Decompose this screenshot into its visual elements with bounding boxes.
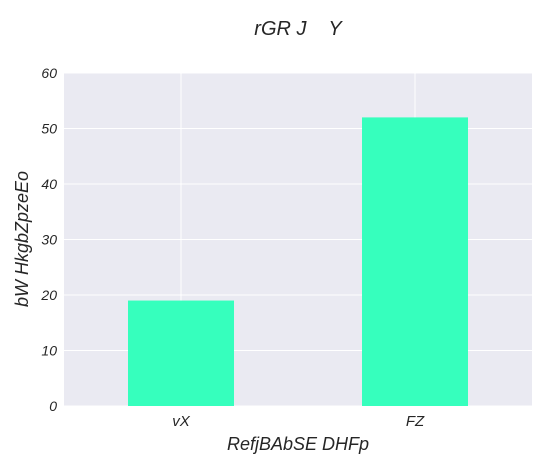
x-axis-label: RefjBAbSE DHFp bbox=[227, 434, 369, 454]
y-tick-label: 10 bbox=[41, 343, 57, 359]
y-tick-label: 20 bbox=[40, 287, 57, 303]
x-axis-ticks: vX FZ bbox=[172, 413, 425, 430]
x-tick-label: vX bbox=[172, 413, 191, 430]
y-tick-label: 40 bbox=[41, 176, 57, 192]
bar-vX bbox=[128, 300, 234, 406]
x-tick-label: FZ bbox=[406, 413, 425, 430]
y-tick-label: 0 bbox=[49, 398, 57, 414]
bar-FZ bbox=[362, 117, 468, 407]
y-tick-label: 30 bbox=[41, 232, 57, 248]
y-axis-ticks: 0 10 20 30 40 50 60 bbox=[40, 65, 57, 414]
chart-title: rGR J Y bbox=[254, 18, 343, 40]
y-axis-label: bW HkgbZpzeEo bbox=[12, 171, 32, 307]
y-tick-label: 60 bbox=[41, 65, 57, 81]
y-tick-label: 50 bbox=[41, 121, 57, 137]
bars bbox=[128, 117, 468, 407]
